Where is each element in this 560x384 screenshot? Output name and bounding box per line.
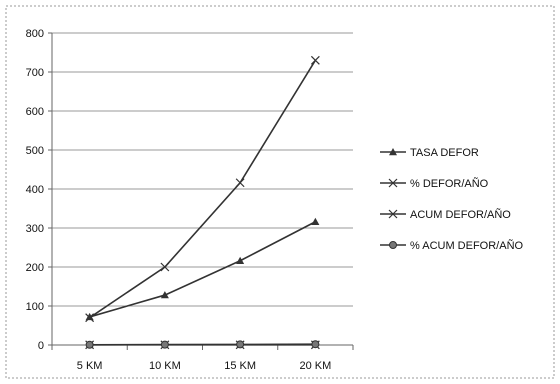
legend-marker-stroke-b: [388, 178, 398, 188]
data-point-s1-1: [85, 312, 94, 321]
legend-marker: [389, 241, 397, 249]
y-tick-label: 400: [26, 184, 44, 196]
data-point-s1-3: [236, 256, 245, 264]
series-line-1: [89, 221, 316, 318]
legend-item-label: % DEFOR/AÑO: [410, 177, 489, 190]
data-point-s3-3-stroke-b: [235, 178, 245, 188]
y-tick-label: 100: [26, 301, 44, 313]
data-point-s3-1: [85, 313, 95, 323]
y-tick-label: 500: [26, 145, 44, 157]
legend-item-label: ACUM DEFOR/AÑO: [410, 208, 511, 221]
legend-item-label: % ACUM DEFOR/AÑO: [410, 239, 524, 252]
data-point-s3-2-stroke-b: [160, 262, 170, 272]
x-tick-label: 10 KM: [149, 360, 181, 372]
x-tick-label: 20 KM: [299, 360, 331, 372]
legend-marker: [389, 148, 397, 156]
data-point-s4-3: [236, 340, 245, 349]
data-point-s4-4: [311, 340, 320, 349]
chart-frame: [5, 5, 555, 379]
series-line-4: [89, 343, 316, 346]
x-tick-label: 5 KM: [77, 360, 103, 372]
legend-marker-stroke-b: [388, 209, 398, 219]
y-tick-label: 300: [26, 223, 44, 235]
legend-marker: [388, 209, 398, 219]
legend-marker: [388, 178, 398, 188]
legend-item-label: TASA DEFOR: [410, 147, 479, 159]
data-point-s3-2: [160, 262, 170, 272]
data-point-s4-2: [160, 340, 169, 349]
y-tick-label: 800: [26, 28, 44, 40]
axes: 0 100 200 300 400 500 600 700 800 5 KM 10 KM 15 KM 2…: [26, 28, 354, 372]
data-point-s3-4-stroke-b: [310, 55, 320, 65]
y-tick-label: 700: [26, 67, 44, 79]
legend: TASA DEFOR % DEFOR/AÑO ACUM DEFOR/AÑO % ACU…: [380, 147, 524, 252]
data-point-s1-2: [160, 291, 169, 299]
data-point-s4-1: [85, 340, 94, 349]
y-tick-label: 0: [38, 340, 44, 352]
data-point-s3-4: [310, 55, 320, 65]
y-tick-label: 200: [26, 262, 44, 274]
y-tick-label: 600: [26, 106, 44, 118]
data-point-s3-3: [235, 178, 245, 188]
x-tick-label: 15 KM: [224, 360, 256, 372]
data-point-s3-1-stroke-b: [85, 313, 95, 323]
series-line-3: [89, 59, 317, 319]
data-point-s1-4: [311, 217, 320, 225]
gridlines: [52, 32, 353, 307]
series-lines: [85, 55, 320, 350]
